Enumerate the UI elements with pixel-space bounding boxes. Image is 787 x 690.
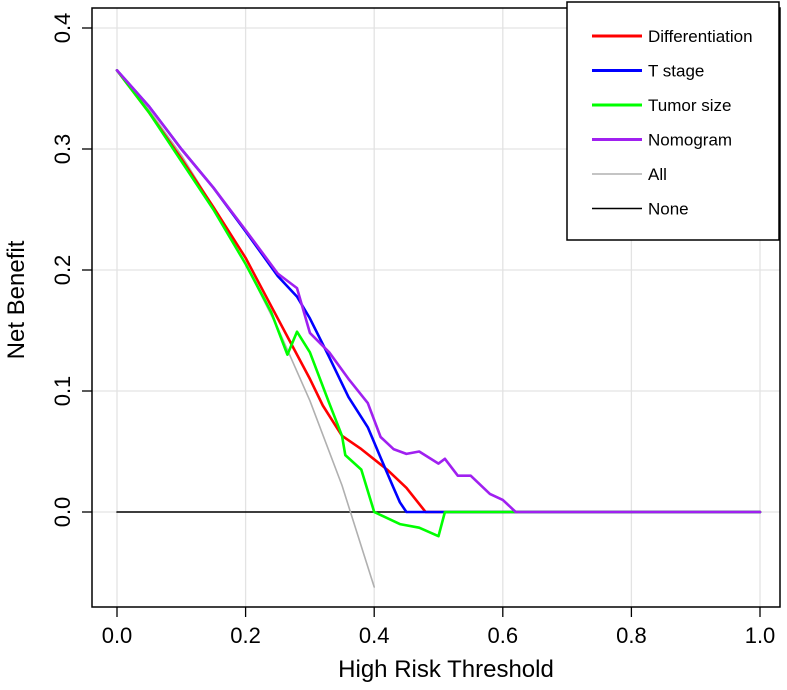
legend-label: T stage — [648, 62, 704, 81]
plot-frame — [91, 7, 781, 608]
x-axis-title: High Risk Threshold — [338, 656, 554, 683]
legend-label: None — [648, 200, 689, 219]
x-tick-label: 1.0 — [745, 623, 776, 648]
series-line-nomogram — [115, 69, 762, 514]
series-line-differentiation — [115, 69, 762, 514]
legend: Differentiation T stage Tumor size Nomogram… — [566, 1, 780, 241]
legend-label: Differentiation — [648, 27, 753, 46]
legend-label: Tumor size — [648, 96, 731, 115]
legend-label: All — [648, 165, 667, 184]
x-tick-label: 0.2 — [230, 623, 261, 648]
y-tick-label: 0.3 — [50, 134, 75, 165]
y-tick-label: 0.2 — [50, 255, 75, 286]
series-line-tumor-size — [115, 69, 762, 538]
y-axis-title: Net Benefit — [3, 240, 30, 359]
y-axis: 0.0 0.1 0.2 0.3 0.4 — [50, 13, 92, 528]
y-tick-label: 0.4 — [50, 13, 75, 44]
x-tick-label: 0.8 — [616, 623, 647, 648]
x-tick-label: 0.4 — [359, 623, 390, 648]
x-tick-label: 0.0 — [102, 623, 133, 648]
legend-label: Nomogram — [648, 131, 732, 150]
y-tick-label: 0.1 — [50, 376, 75, 407]
legend-box — [566, 1, 780, 241]
x-tick-label: 0.6 — [488, 623, 519, 648]
x-axis: 0.0 0.2 0.4 0.6 0.8 1.0 — [102, 607, 776, 648]
y-tick-label: 0.0 — [50, 497, 75, 528]
series-layer — [115, 69, 762, 588]
